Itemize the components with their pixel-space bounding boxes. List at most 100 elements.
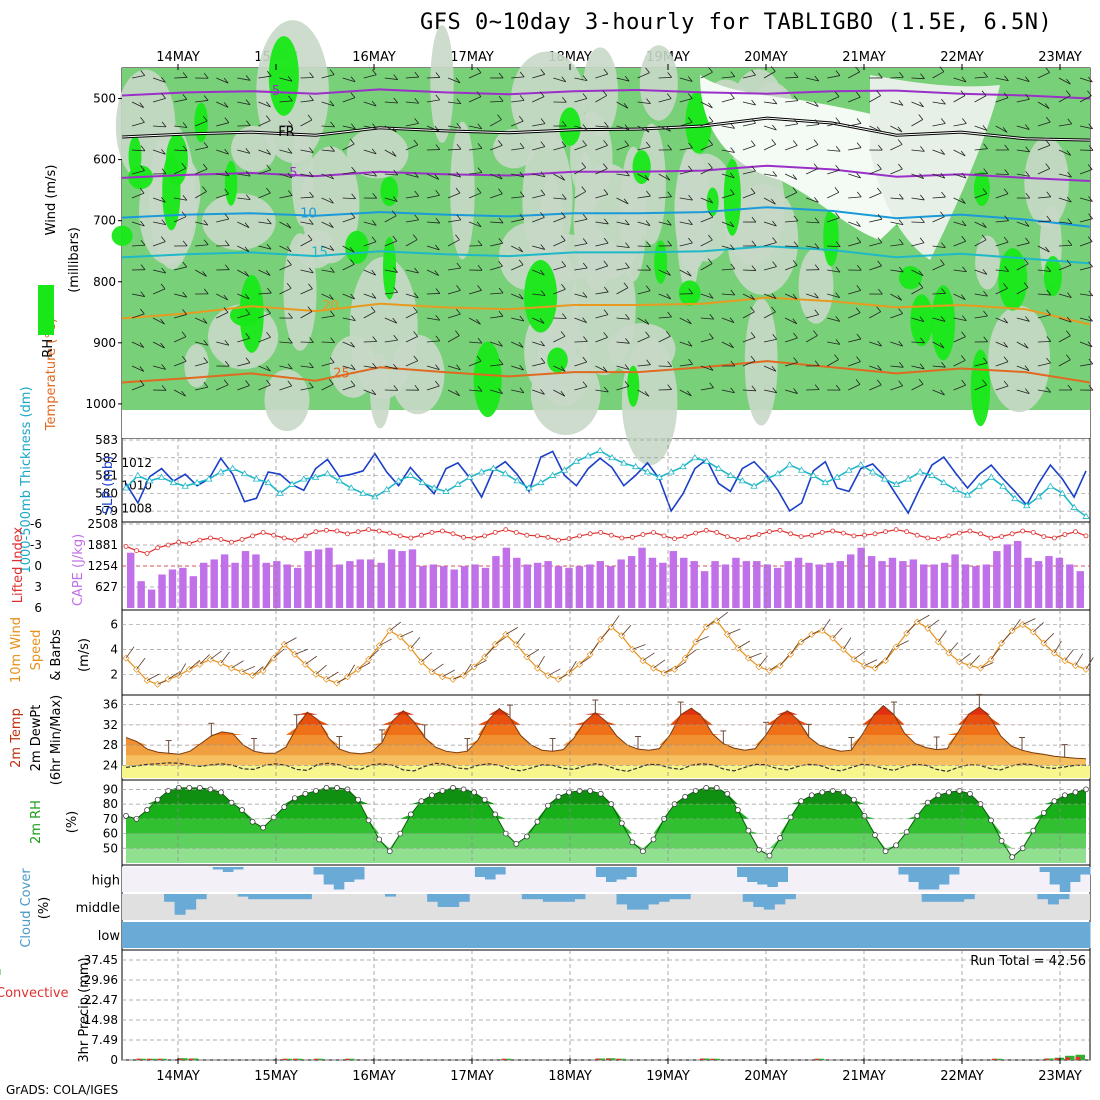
wind-barb	[330, 121, 335, 128]
wind-barb	[856, 237, 862, 243]
wind-barb	[426, 385, 440, 391]
date-label-bottom: 16MAY	[352, 1069, 396, 1084]
wind-barb	[321, 74, 335, 79]
wind-barb	[447, 267, 461, 271]
wind-barb	[869, 168, 882, 175]
temp-area-band	[126, 705, 1086, 735]
wind-barb	[953, 269, 967, 273]
wind-barb	[216, 193, 229, 199]
rh-moist-blob	[524, 260, 558, 333]
wind-barb	[658, 316, 672, 319]
cape-bar	[920, 564, 928, 608]
lifted-index-point	[1020, 528, 1026, 534]
wind-barb	[300, 341, 314, 343]
wind-barb	[237, 149, 250, 154]
wind-barb	[911, 173, 924, 179]
wind-barb	[616, 341, 630, 344]
wind-barb	[961, 235, 967, 242]
contour-label: 5	[289, 166, 297, 181]
wind-barb	[827, 191, 840, 199]
wind-barb	[321, 197, 334, 204]
wind-barb	[414, 214, 420, 221]
thickness-point	[371, 493, 379, 500]
cloud-cover-cell	[679, 922, 691, 948]
surface-wind-barb	[727, 628, 741, 635]
thickness-point	[679, 462, 687, 470]
wind-barb	[519, 315, 525, 322]
wind-barb	[202, 271, 207, 277]
temp-band-low	[122, 765, 1090, 778]
thickness-point	[193, 478, 201, 486]
wind-barb	[721, 389, 735, 394]
cloud-cover-cell	[848, 922, 860, 948]
thickness-point	[465, 473, 474, 480]
wind-barb	[435, 72, 441, 78]
surface-wind-barb	[906, 622, 917, 634]
wind-barb	[434, 174, 440, 180]
wind-barb	[1058, 317, 1072, 323]
precip-convective-bar	[1075, 1056, 1081, 1060]
wind-barb	[995, 220, 1009, 223]
wind-barb	[911, 77, 925, 80]
wind-barb	[224, 170, 230, 177]
surface-wind-barb	[1075, 653, 1084, 666]
y-tick-label: 582	[95, 451, 118, 465]
wind-barb	[855, 379, 861, 385]
precip-convective-bar	[814, 1058, 820, 1060]
wind-barb	[384, 365, 398, 370]
wind-barb	[582, 292, 588, 298]
wind-barb	[940, 259, 945, 265]
cloud-cover-cell	[648, 894, 660, 905]
wind-barb	[805, 197, 819, 203]
wind-barb	[477, 385, 483, 392]
surface-wind-barb	[347, 664, 356, 678]
wind-barb	[540, 290, 546, 296]
wind-barb	[1066, 78, 1071, 85]
contour-label: 10	[300, 206, 317, 221]
lifted-index-point	[640, 532, 646, 537]
wind-barb	[414, 384, 420, 391]
wind-barb	[574, 167, 586, 175]
rh-point	[777, 835, 783, 841]
wind-barb	[974, 76, 988, 79]
rh-moist-blob	[1043, 255, 1062, 297]
wind-barb	[287, 148, 293, 154]
wind-barb	[792, 140, 798, 146]
wind-barb	[616, 197, 629, 205]
cloud-row-label: high	[92, 874, 120, 889]
wind-barb	[742, 74, 756, 79]
cloud-cover-cell	[1047, 922, 1059, 948]
wind-barb	[182, 94, 188, 100]
thickness-point	[323, 470, 332, 477]
wind-barb	[447, 77, 461, 84]
wind-barb	[1066, 316, 1072, 323]
wind-barb	[771, 198, 776, 205]
wind-barb	[553, 216, 566, 223]
wind-barb	[1037, 293, 1051, 296]
wind-barb	[792, 174, 798, 180]
cloud-cover-cell	[406, 922, 418, 948]
precip-convective-bar	[501, 1058, 507, 1060]
surface-wind-barb	[326, 671, 339, 680]
lifted-index-point	[862, 532, 867, 538]
surface-wind-barb	[273, 648, 285, 659]
lifted-index-point	[387, 530, 393, 536]
cloud-cover-cell	[232, 867, 244, 870]
temperature-contour	[121, 245, 1091, 265]
wind-barb	[595, 389, 609, 393]
rh-point	[123, 813, 129, 819]
wind-barb	[806, 245, 819, 249]
lifted-index-point	[1051, 535, 1057, 541]
surface-wind-barb	[220, 651, 230, 664]
wind-barb	[532, 123, 546, 127]
wind-barb	[869, 242, 882, 247]
wind-barb	[307, 234, 313, 241]
wind-barb	[616, 245, 630, 249]
rh-dry-blob	[522, 131, 573, 268]
cloud-cover-cell	[495, 867, 506, 875]
wind-barb	[1046, 336, 1052, 342]
wind-barb	[1079, 125, 1093, 130]
wind-speed-point	[839, 645, 847, 653]
wind-barb	[595, 365, 608, 373]
cloud-cover-cell	[932, 922, 944, 948]
